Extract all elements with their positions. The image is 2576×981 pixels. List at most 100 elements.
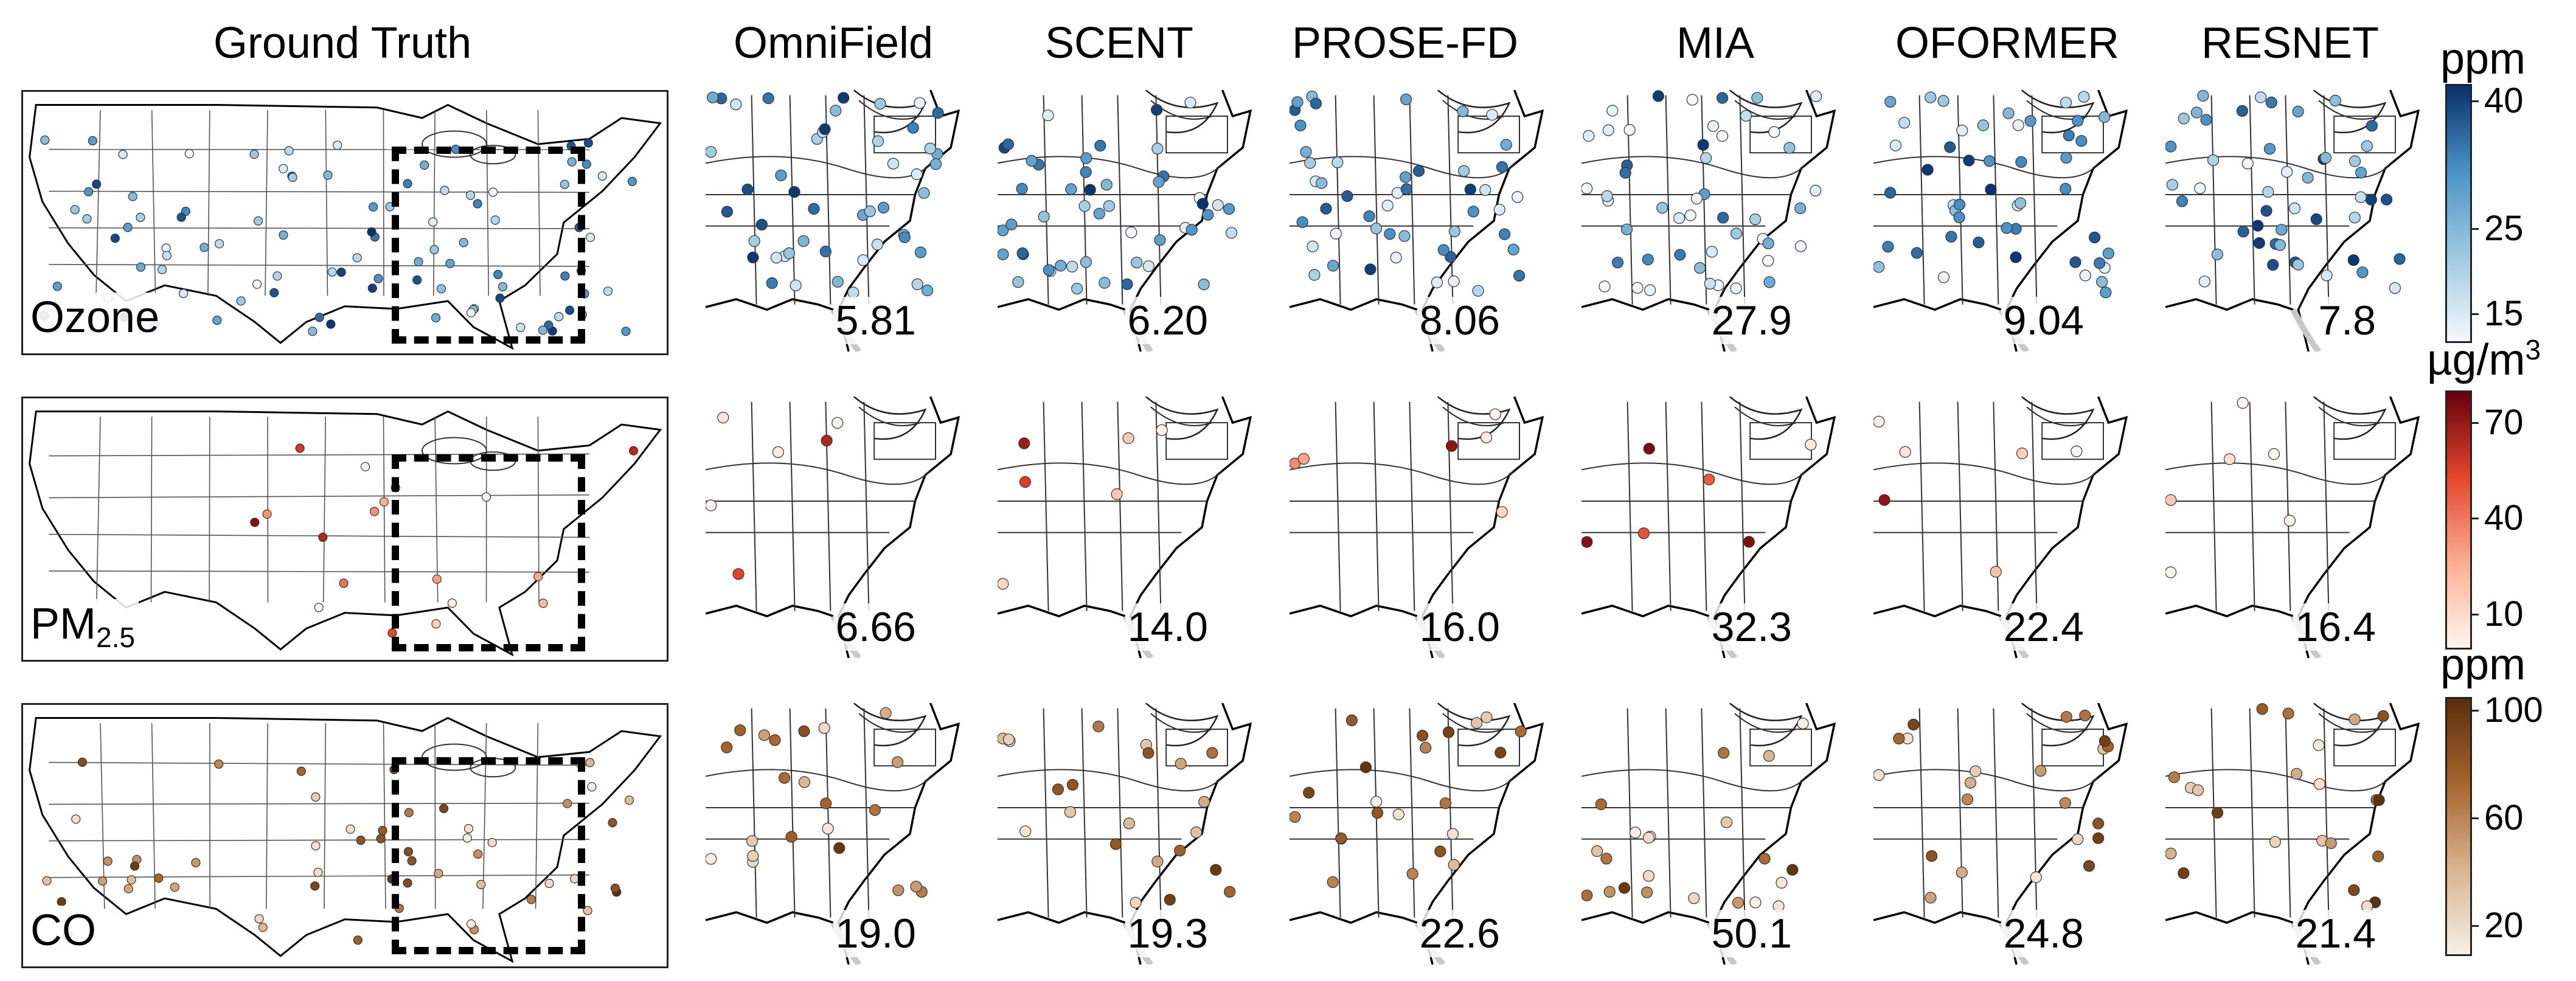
station-dot [1763, 750, 1775, 762]
station-dot [2012, 119, 2024, 131]
station-dot [1327, 260, 1339, 272]
station-dot [1206, 747, 1218, 759]
station-dot [1794, 240, 1807, 252]
station-dot [333, 140, 342, 150]
station-dot [1412, 165, 1425, 177]
station-dot [1749, 213, 1762, 226]
station-dot [2356, 266, 2369, 279]
station-dot [821, 434, 833, 447]
station-dot [284, 146, 294, 156]
station-dot [930, 158, 942, 170]
station-dot [1472, 285, 1484, 297]
station-dot [2200, 114, 2212, 126]
station-dot [2060, 151, 2072, 164]
station-dot [2310, 213, 2322, 225]
station-dot [741, 183, 754, 196]
station-dot [1359, 761, 1372, 774]
station-dot [462, 833, 472, 843]
station-dot [1985, 184, 1997, 196]
station-dot [1786, 864, 1799, 876]
station-dot [1042, 109, 1054, 122]
station-dot [136, 212, 145, 223]
station-dot [1307, 240, 1319, 252]
station-dot [1642, 870, 1655, 882]
method-map-co-oformer: 24.8 [1873, 703, 2129, 965]
station-dot [758, 729, 770, 741]
unit-text: ppm [2440, 35, 2526, 83]
station-dot [2165, 566, 2177, 578]
station-dot [179, 288, 189, 299]
station-dot [808, 203, 820, 215]
colorbar-tick-mark [2470, 313, 2479, 315]
error-score: 22.4 [2001, 603, 2086, 651]
station-dot [1186, 224, 1198, 236]
station-dot [269, 288, 279, 297]
station-dot [1776, 876, 1788, 889]
station-dot [892, 884, 904, 896]
colorbar-co [2445, 697, 2472, 956]
station-dot [1080, 152, 1092, 164]
station-dot [706, 853, 717, 865]
station-dot [420, 160, 429, 170]
station-dot [1797, 717, 1809, 730]
station-dot [1156, 424, 1168, 436]
error-score: 16.4 [2293, 603, 2378, 651]
station-dot [2096, 276, 2108, 288]
station-dot [1889, 139, 1902, 151]
station-dot [1398, 230, 1411, 242]
station-dot [998, 224, 1009, 237]
station-dot [459, 238, 468, 248]
station-dot [1479, 184, 1491, 196]
ground-truth-map-ozone: Ozone [21, 90, 668, 355]
station-dot [2253, 237, 2265, 249]
station-dot [1038, 210, 1050, 223]
station-dot [1805, 439, 1817, 451]
station-dot [2313, 778, 2326, 790]
station-dot [1631, 282, 1644, 294]
station-dot [785, 831, 797, 843]
station-dot [1581, 536, 1593, 548]
station-dot [1434, 845, 1446, 858]
station-dot [583, 138, 593, 148]
station-dot [1718, 747, 1730, 759]
station-dot [473, 849, 483, 859]
station-dot [1495, 746, 1507, 759]
row-label-pm25: PM2.5 [27, 599, 139, 654]
coastline [2297, 90, 2420, 352]
station-dot [2002, 107, 2015, 119]
station-dot [1581, 182, 1593, 195]
station-dot [2329, 94, 2341, 106]
station-dot [1303, 786, 1315, 799]
station-dot [1640, 886, 1653, 898]
station-dot [1697, 139, 1709, 151]
coastline [29, 716, 662, 963]
station-dot [2372, 850, 2384, 862]
station-dot [279, 164, 288, 173]
method-map-pm25-resnet: 16.4 [2165, 397, 2421, 658]
station-dot [318, 532, 328, 542]
station-dot [1002, 138, 1015, 150]
station-dot [1331, 156, 1344, 168]
station-dot [1601, 190, 1613, 203]
column-title: SCENT [1044, 19, 1194, 68]
station-dot [326, 319, 336, 329]
column-title: PROSE-FD [1291, 19, 1519, 68]
station-dot [762, 92, 774, 105]
station-dot [2078, 91, 2090, 103]
station-dot [128, 192, 137, 201]
station-dot [1471, 717, 1483, 729]
station-dot [516, 322, 526, 332]
station-dot [2349, 155, 2361, 167]
station-dot [1990, 566, 2002, 578]
station-dot [1591, 845, 1603, 857]
column-title: MIA [1676, 19, 1754, 68]
station-dot [1296, 216, 1308, 228]
station-dot [730, 99, 742, 111]
station-dot [1507, 243, 1519, 255]
station-dot [874, 98, 886, 110]
station-dot [1581, 889, 1593, 901]
station-dot [1093, 207, 1105, 220]
station-dot [1644, 284, 1656, 296]
colorbar-tick-mark [2470, 613, 2479, 615]
station-dot [819, 245, 831, 258]
